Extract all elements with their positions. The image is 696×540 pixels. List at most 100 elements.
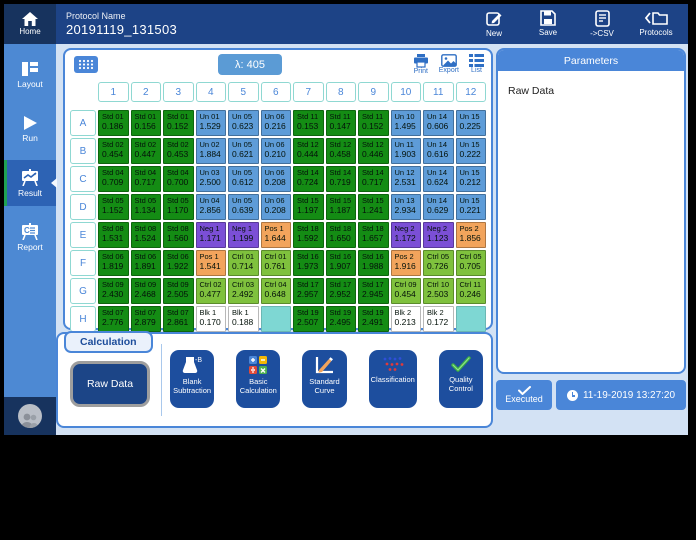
well-E7[interactable]: Std 18 1.592 [293, 222, 324, 248]
well-A4[interactable]: Un 01 1.529 [195, 110, 226, 136]
well-A2[interactable]: Std 01 0.156 [130, 110, 161, 136]
well-A9[interactable]: Std 11 0.152 [358, 110, 389, 136]
well-H6[interactable] [260, 306, 291, 332]
well-G6[interactable]: Ctrl 04 0.648 [260, 278, 291, 304]
well-H2[interactable]: Std 07 2.879 [130, 306, 161, 332]
well-B3[interactable]: Std 02 0.453 [163, 138, 194, 164]
home-button[interactable]: Home [4, 4, 56, 44]
executed-status-button[interactable]: Executed [496, 380, 552, 410]
well-G1[interactable]: Std 09 2.430 [98, 278, 129, 304]
sidebar-item-report[interactable]: C Report [4, 214, 56, 260]
well-C10[interactable]: Un 12 2.531 [390, 166, 421, 192]
well-G5[interactable]: Ctrl 03 2.492 [228, 278, 259, 304]
well-G7[interactable]: Std 17 2.957 [293, 278, 324, 304]
well-B4[interactable]: Un 02 1.884 [195, 138, 226, 164]
well-A10[interactable]: Un 10 1.495 [390, 110, 421, 136]
blank-subtraction-button[interactable]: -B Blank Subtraction [170, 350, 215, 408]
well-B6[interactable]: Un 06 0.210 [260, 138, 291, 164]
well-C3[interactable]: Std 04 0.700 [163, 166, 194, 192]
well-H4[interactable]: Blk 1 0.170 [195, 306, 226, 332]
well-D7[interactable]: Std 15 1.197 [293, 194, 324, 220]
well-F10[interactable]: Pos 2 1.916 [390, 250, 421, 276]
well-D11[interactable]: Un 14 0.629 [423, 194, 454, 220]
well-F7[interactable]: Std 16 1.973 [293, 250, 324, 276]
well-C11[interactable]: Un 14 0.624 [423, 166, 454, 192]
well-D12[interactable]: Un 15 0.221 [455, 194, 486, 220]
timestamp-button[interactable]: 11-19-2019 13:27:20 [556, 380, 686, 410]
well-H5[interactable]: Blk 1 0.188 [228, 306, 259, 332]
well-G8[interactable]: Std 17 2.952 [325, 278, 356, 304]
well-E1[interactable]: Std 08 1.531 [98, 222, 129, 248]
well-B12[interactable]: Un 15 0.222 [455, 138, 486, 164]
well-H8[interactable]: Std 19 2.495 [325, 306, 356, 332]
well-G2[interactable]: Std 09 2.468 [130, 278, 161, 304]
well-C1[interactable]: Std 04 0.709 [98, 166, 129, 192]
well-A6[interactable]: Un 06 0.216 [260, 110, 291, 136]
well-C5[interactable]: Un 05 0.612 [228, 166, 259, 192]
well-F6[interactable]: Ctrl 01 0.761 [260, 250, 291, 276]
well-F5[interactable]: Ctrl 01 0.714 [228, 250, 259, 276]
basic-calculation-button[interactable]: Basic Calculation [236, 350, 281, 408]
well-C8[interactable]: Std 14 0.719 [325, 166, 356, 192]
sidebar-item-layout[interactable]: Layout [4, 52, 56, 98]
protocols-button[interactable]: Protocols [632, 10, 680, 38]
well-D3[interactable]: Std 05 1.170 [163, 194, 194, 220]
sidebar-item-run[interactable]: Run [4, 106, 56, 152]
well-H3[interactable]: Std 07 2.861 [163, 306, 194, 332]
well-D5[interactable]: Un 05 0.639 [228, 194, 259, 220]
well-F12[interactable]: Ctrl 05 0.705 [455, 250, 486, 276]
well-E2[interactable]: Std 08 1.524 [130, 222, 161, 248]
well-B11[interactable]: Un 14 0.616 [423, 138, 454, 164]
well-F3[interactable]: Std 06 1.922 [163, 250, 194, 276]
list-view-button[interactable]: List [469, 54, 484, 75]
well-D9[interactable]: Std 15 1.241 [358, 194, 389, 220]
well-B8[interactable]: Std 12 0.458 [325, 138, 356, 164]
sidebar-item-result[interactable]: Result [4, 160, 57, 206]
well-G3[interactable]: Std 09 2.505 [163, 278, 194, 304]
print-button[interactable]: Print [413, 54, 429, 75]
well-C7[interactable]: Std 14 0.724 [293, 166, 324, 192]
well-F11[interactable]: Ctrl 05 0.726 [423, 250, 454, 276]
well-H1[interactable]: Std 07 2.776 [98, 306, 129, 332]
well-B7[interactable]: Std 12 0.444 [293, 138, 324, 164]
well-A12[interactable]: Un 15 0.225 [455, 110, 486, 136]
user-avatar[interactable] [18, 404, 42, 428]
well-E4[interactable]: Neg 1 1.171 [195, 222, 226, 248]
well-A3[interactable]: Std 01 0.152 [163, 110, 194, 136]
save-button[interactable]: Save [524, 10, 572, 38]
csv-export-button[interactable]: ->CSV [578, 10, 626, 38]
well-C4[interactable]: Un 03 2.500 [195, 166, 226, 192]
well-A1[interactable]: Std 01 0.186 [98, 110, 129, 136]
well-F1[interactable]: Std 06 1.819 [98, 250, 129, 276]
well-F9[interactable]: Std 16 1.988 [358, 250, 389, 276]
well-C9[interactable]: Std 14 0.717 [358, 166, 389, 192]
well-B5[interactable]: Un 05 0.621 [228, 138, 259, 164]
classification-button[interactable]: Classification [368, 350, 417, 408]
well-H9[interactable]: Std 19 2.491 [358, 306, 389, 332]
plate-view-button[interactable] [74, 56, 98, 73]
well-H7[interactable]: Std 19 2.507 [293, 306, 324, 332]
well-B1[interactable]: Std 02 0.454 [98, 138, 129, 164]
well-B10[interactable]: Un 11 1.903 [390, 138, 421, 164]
well-D4[interactable]: Un 04 2.856 [195, 194, 226, 220]
well-D8[interactable]: Std 15 1.187 [325, 194, 356, 220]
well-E10[interactable]: Neg 2 1.172 [390, 222, 421, 248]
well-E12[interactable]: Pos 2 1.856 [455, 222, 486, 248]
well-F4[interactable]: Pos 1 1.541 [195, 250, 226, 276]
well-B9[interactable]: Std 12 0.446 [358, 138, 389, 164]
well-G12[interactable]: Ctrl 11 0.246 [455, 278, 486, 304]
well-H11[interactable]: Blk 2 0.172 [423, 306, 454, 332]
well-D10[interactable]: Un 13 2.934 [390, 194, 421, 220]
well-D2[interactable]: Std 05 1.134 [130, 194, 161, 220]
well-F2[interactable]: Std 06 1.891 [130, 250, 161, 276]
well-A8[interactable]: Std 11 0.147 [325, 110, 356, 136]
well-E11[interactable]: Neg 2 1.123 [423, 222, 454, 248]
well-D1[interactable]: Std 05 1.152 [98, 194, 129, 220]
well-A11[interactable]: Un 14 0.606 [423, 110, 454, 136]
well-G4[interactable]: Ctrl 02 0.477 [195, 278, 226, 304]
well-A5[interactable]: Un 05 0.623 [228, 110, 259, 136]
well-B2[interactable]: Std 02 0.447 [130, 138, 161, 164]
well-G9[interactable]: Std 17 2.945 [358, 278, 389, 304]
standard-curve-button[interactable]: Standard Curve [302, 350, 347, 408]
well-E6[interactable]: Pos 1 1.644 [260, 222, 291, 248]
